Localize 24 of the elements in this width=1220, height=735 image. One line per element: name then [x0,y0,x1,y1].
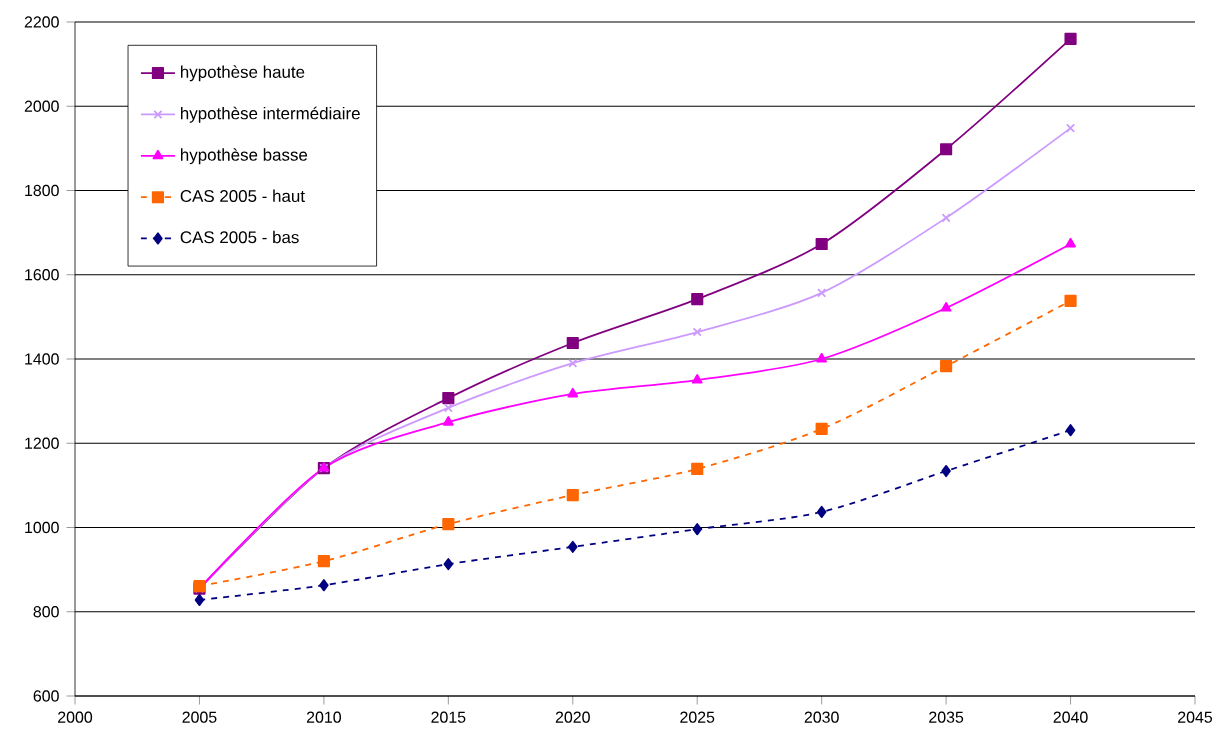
x-tick-label: 2035 [929,711,964,723]
y-tick-label: 1200 [25,437,59,449]
y-tick-label: 1000 [25,521,59,534]
y-tick-label: 600 [33,690,59,702]
x-tick-label: 2000 [58,711,93,723]
legend-label: CAS 2005 - bas [180,230,299,244]
x-tick-label: 2015 [431,711,466,723]
legend-label: CAS 2005 - haut [180,189,305,203]
y-tick-label: 1800 [25,184,59,197]
y-tick-label: 800 [33,606,59,618]
x-tick-label: 2040 [1053,711,1088,723]
legend-label: hypothèse intermédiaire [181,106,360,123]
legend-label: hypothèse haute [181,65,305,82]
x-tick-label: 2020 [555,711,590,723]
x-tick-label: 2010 [306,711,341,723]
x-tick-label: 2030 [804,711,839,723]
y-tick-label: 1600 [25,269,59,281]
x-tick-label: 2045 [1178,711,1213,723]
y-tick-label: 1400 [25,353,59,365]
y-tick-label: 2200 [24,16,59,28]
x-tick-label: 2025 [680,711,715,723]
x-tick-label: 2005 [182,711,217,723]
legend-label: hypothèse basse [181,148,308,165]
y-tick-label: 2000 [24,100,59,112]
